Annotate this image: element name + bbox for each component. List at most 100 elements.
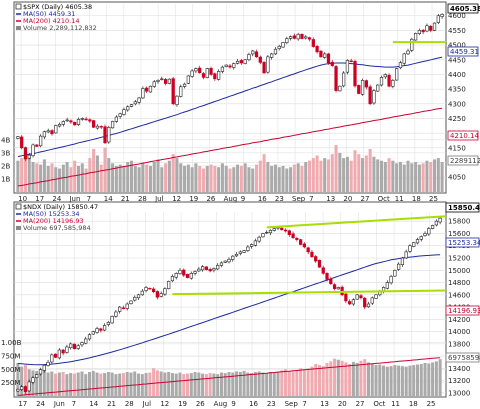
date-label: 17 bbox=[18, 400, 27, 408]
candle-body bbox=[306, 247, 310, 253]
candle-body bbox=[235, 60, 240, 64]
candle-body bbox=[50, 354, 54, 363]
volume-bar bbox=[406, 160, 410, 192]
volume-bar bbox=[171, 154, 175, 192]
volume-bar bbox=[382, 365, 386, 396]
volume-bar bbox=[257, 371, 261, 396]
spx-last-tag bbox=[447, 3, 479, 14]
volume-bar bbox=[340, 360, 344, 396]
volume-bar bbox=[204, 374, 208, 396]
volume-bar bbox=[20, 158, 24, 192]
volume-bar bbox=[65, 374, 69, 396]
ndx-volume-legend: Volume 697,585,984 bbox=[23, 224, 91, 232]
date-label: Sep bbox=[292, 195, 306, 203]
candle-body bbox=[349, 60, 353, 63]
candle-body bbox=[258, 56, 262, 63]
volume-bar bbox=[61, 372, 65, 396]
candle-body bbox=[325, 273, 329, 280]
candle-body bbox=[141, 88, 145, 99]
candle-body bbox=[175, 95, 179, 105]
volume-tick-label: 250M bbox=[1, 379, 20, 387]
candle-body bbox=[266, 56, 270, 73]
volume-bar bbox=[391, 160, 395, 192]
candle-body bbox=[53, 353, 58, 358]
volume-bar bbox=[348, 364, 352, 396]
volume-bar bbox=[31, 162, 35, 192]
volume-bar bbox=[334, 145, 338, 192]
volume-bar bbox=[72, 373, 76, 396]
volume-bar bbox=[178, 372, 182, 396]
volume-bar bbox=[333, 358, 337, 396]
date-label: 18 bbox=[409, 400, 418, 408]
volume-bar bbox=[198, 165, 202, 192]
candle-body bbox=[152, 81, 156, 87]
volume-bar bbox=[281, 165, 285, 192]
candle-body bbox=[423, 233, 427, 237]
volume-bar bbox=[308, 160, 312, 192]
volume-bar bbox=[189, 373, 193, 396]
candle-body bbox=[57, 349, 61, 359]
spx-ma50-tag-text: 4459.31 bbox=[450, 48, 479, 56]
date-label: 19 bbox=[178, 400, 187, 408]
date-label: 14 bbox=[89, 400, 98, 408]
date-label: 18 bbox=[412, 195, 421, 203]
volume-bar bbox=[232, 167, 236, 192]
volume-bar bbox=[107, 158, 111, 192]
volume-bar bbox=[246, 372, 250, 396]
volume-bar bbox=[212, 373, 216, 396]
candle-body bbox=[315, 45, 319, 53]
candle-body bbox=[280, 227, 284, 231]
candle-body bbox=[332, 284, 337, 289]
candle-body bbox=[118, 306, 122, 312]
spx-ma200-tag-text: 4210.14 bbox=[450, 132, 479, 140]
volume-bar bbox=[372, 156, 376, 192]
volume-bar bbox=[76, 165, 81, 192]
volume-bar bbox=[106, 372, 110, 396]
candle-body bbox=[321, 267, 325, 274]
volume-bar bbox=[325, 362, 329, 396]
volume-bar bbox=[194, 163, 198, 192]
volume-bar bbox=[99, 373, 103, 396]
candle-body bbox=[27, 381, 31, 392]
price-tick-label: 15200 bbox=[448, 255, 470, 263]
candle-body bbox=[114, 116, 118, 122]
date-label: 9 bbox=[241, 195, 245, 203]
volume-bar bbox=[88, 372, 92, 396]
candle-body bbox=[374, 294, 378, 299]
candle-body bbox=[427, 228, 431, 235]
spx-symbol-title: $SPX (Daily) 4605.38 bbox=[23, 3, 92, 11]
volume-bar bbox=[342, 158, 346, 192]
candle-body bbox=[250, 244, 254, 247]
price-tick-label: 4400 bbox=[448, 71, 466, 79]
volume-bar bbox=[20, 366, 24, 396]
candle-body bbox=[234, 254, 239, 257]
candle-body bbox=[182, 83, 187, 87]
candle-body bbox=[326, 53, 331, 64]
price-tick-label: 15800 bbox=[448, 218, 470, 226]
volume-bar bbox=[213, 165, 217, 192]
volume-bar bbox=[253, 372, 257, 396]
volume-bar bbox=[306, 368, 310, 396]
volume-bar bbox=[205, 165, 209, 192]
candle-body bbox=[283, 229, 288, 232]
candle-body bbox=[65, 346, 69, 353]
volume-bar bbox=[415, 364, 420, 396]
spx-ma200-tag bbox=[447, 130, 479, 141]
spx-volume-tag-text: 2289112 bbox=[450, 157, 480, 165]
candle-body bbox=[73, 121, 77, 126]
volume-bar bbox=[80, 163, 84, 192]
volume-bar bbox=[126, 162, 130, 192]
candle-body bbox=[348, 301, 352, 305]
volume-bar bbox=[383, 162, 387, 192]
candle-body bbox=[412, 242, 416, 247]
volume-bar bbox=[217, 167, 221, 192]
volume-bar bbox=[261, 372, 265, 396]
candle-body bbox=[31, 144, 35, 157]
volume-bar bbox=[145, 164, 149, 192]
volume-bar bbox=[344, 362, 348, 396]
candle-body bbox=[38, 135, 43, 147]
volume-bar bbox=[201, 168, 206, 192]
volume-bar bbox=[92, 148, 96, 192]
candle-body bbox=[201, 73, 206, 78]
volume-bar bbox=[133, 371, 137, 396]
